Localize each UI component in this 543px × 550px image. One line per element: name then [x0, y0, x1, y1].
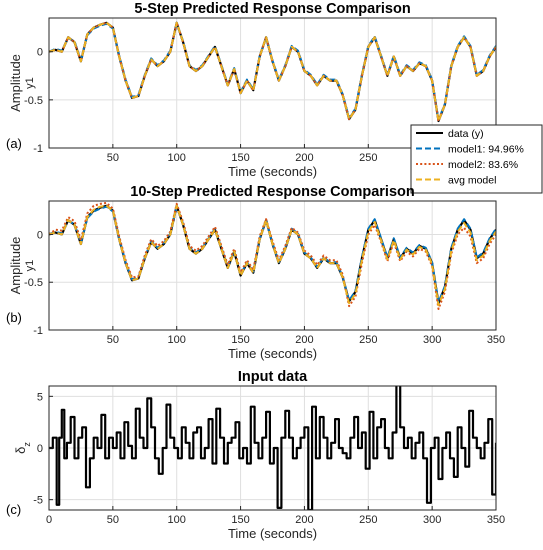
chart-title: Input data	[238, 369, 308, 385]
y-tick-label: 0	[37, 47, 43, 59]
chart-title: 5-Step Predicted Response Comparison	[134, 1, 410, 17]
legend-label: model1: 94.96%	[448, 144, 524, 156]
x-tick-label: 250	[359, 334, 377, 346]
x-axis-label: Time (seconds)	[228, 346, 317, 361]
series-line-4	[49, 21, 496, 122]
y-axis-sublabel: y1	[24, 260, 36, 272]
y-tick-label: -1	[33, 325, 43, 337]
x-tick-label: 200	[295, 334, 313, 346]
y-axis-sublabel: z	[22, 442, 32, 447]
y-tick-label: -1	[33, 143, 43, 155]
y-tick-label: -5	[33, 495, 43, 507]
y-axis-sublabel: y1	[24, 77, 36, 89]
x-tick-label: 300	[423, 334, 441, 346]
series-line-1	[49, 386, 496, 510]
chart-title: 10-Step Predicted Response Comparison	[130, 184, 414, 200]
x-tick-label: 250	[359, 514, 377, 526]
x-tick-label: 50	[107, 152, 119, 164]
y-axis-label: Amplitude	[8, 237, 23, 295]
x-tick-label: 300	[423, 514, 441, 526]
y-tick-label: 0	[37, 443, 43, 455]
y-tick-label: -0.5	[24, 277, 43, 289]
axes-frame	[48, 17, 497, 149]
y-tick-label: 5	[37, 391, 43, 403]
x-tick-label: 200	[295, 152, 313, 164]
legend-label: avg model	[448, 175, 496, 187]
y-axis-label: Amplitude	[8, 54, 23, 112]
y-axis-label: δz	[13, 442, 32, 454]
legend: data (y) model1: 94.96% model2: 83.6% avg m…	[410, 124, 543, 194]
legend-box	[410, 124, 543, 194]
x-tick-label: 100	[168, 514, 186, 526]
x-tick-label: 200	[295, 514, 313, 526]
legend-label: data (y)	[448, 128, 484, 140]
x-tick-label: 100	[168, 334, 186, 346]
series-line-4	[49, 204, 496, 307]
axes-frame	[48, 200, 497, 331]
x-tick-label: 0	[46, 514, 52, 526]
panel-tag: (a)	[6, 136, 22, 151]
series-line-3	[49, 201, 496, 310]
x-tick-label: 250	[359, 152, 377, 164]
x-tick-label: 150	[231, 334, 249, 346]
panel-tag: (b)	[6, 310, 22, 325]
y-tick-label: 0	[37, 229, 43, 241]
y-tick-label: -0.5	[24, 95, 43, 107]
plot-area	[49, 201, 496, 330]
x-tick-label: 150	[231, 514, 249, 526]
series-line-2	[49, 205, 496, 304]
x-axis-label: Time (seconds)	[228, 526, 317, 541]
x-tick-label: 50	[107, 514, 119, 526]
legend-label: model2: 83.6%	[448, 159, 518, 171]
x-tick-label: 150	[231, 152, 249, 164]
x-tick-label: 100	[168, 152, 186, 164]
x-tick-label: 350	[487, 334, 505, 346]
x-tick-label: 50	[107, 334, 119, 346]
panel-2: 50 100 150 200 250 300 350 -1 -0.5 0 10-Step Predi…	[6, 184, 505, 361]
panel-tag: (c)	[6, 502, 21, 517]
x-tick-label: 350	[487, 514, 505, 526]
x-axis-label: Time (seconds)	[228, 164, 317, 179]
